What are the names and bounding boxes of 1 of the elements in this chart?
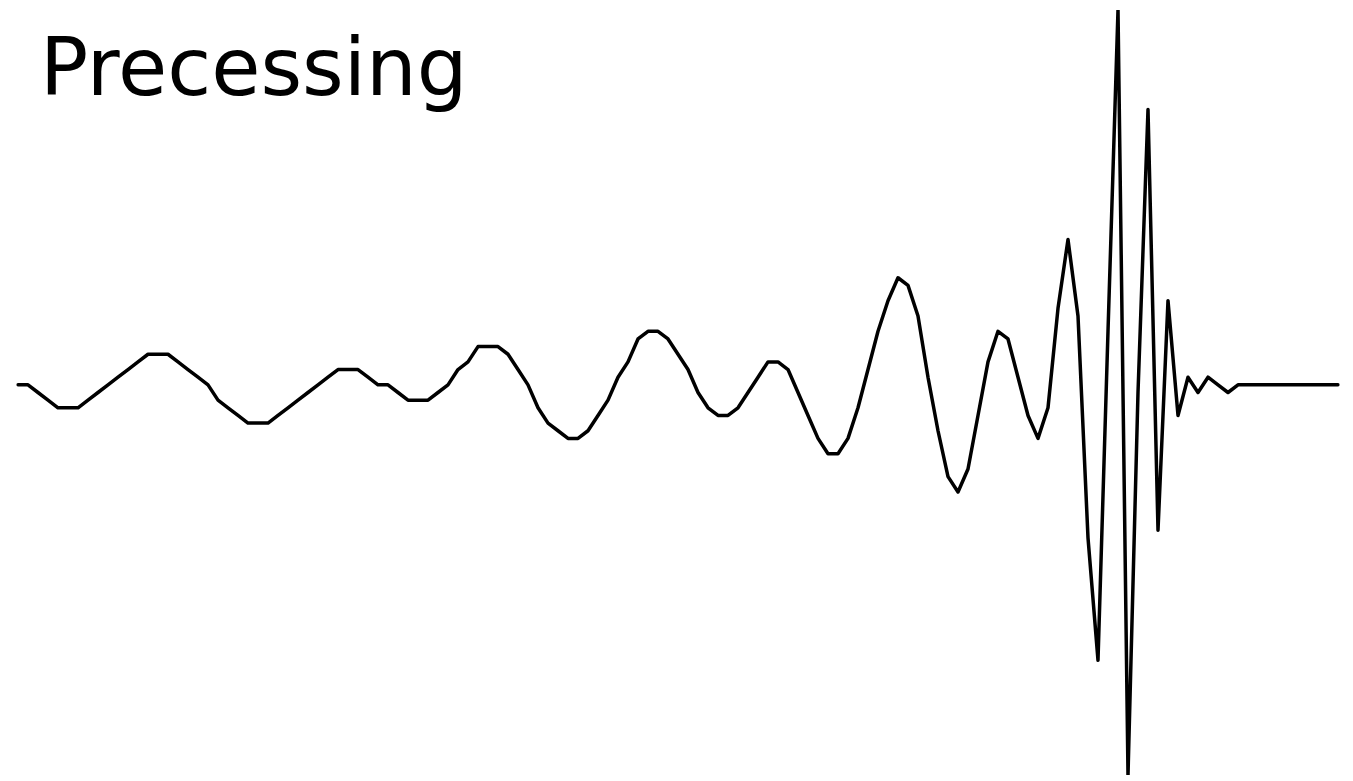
- chart-title: Precessing: [40, 21, 468, 114]
